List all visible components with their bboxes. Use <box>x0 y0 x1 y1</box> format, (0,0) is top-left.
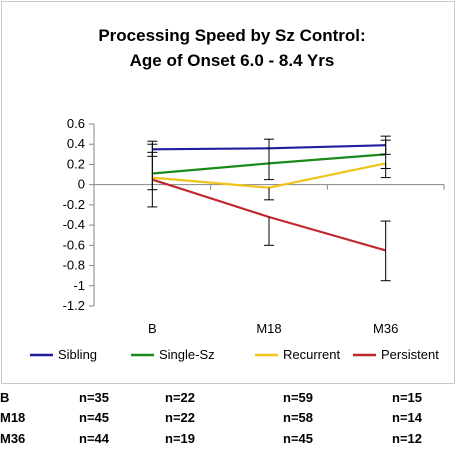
x-tick-label: M18 <box>256 321 281 336</box>
sample-size-cell: n=14 <box>392 410 422 425</box>
sample-size-cell: n=44 <box>79 431 109 446</box>
y-tick-label: 0.4 <box>67 136 85 151</box>
legend-label-persistent: Persistent <box>381 347 439 362</box>
x-tick-label: B <box>148 321 157 336</box>
y-tick-label: 0.6 <box>67 116 85 131</box>
row-label: B <box>0 390 10 405</box>
table-row: M36 n=44 n=19 n=45 n=12 <box>0 431 457 451</box>
chart-title-line-1: Processing Speed by Sz Control: <box>98 26 365 45</box>
y-tick-label: 0.2 <box>67 156 85 171</box>
sample-size-cell: n=22 <box>165 410 195 425</box>
sample-size-cell: n=15 <box>392 390 422 405</box>
x-tick-label: M36 <box>373 321 398 336</box>
legend-label-recurrent: Recurrent <box>283 347 340 362</box>
sample-size-cell: n=45 <box>79 410 109 425</box>
row-label: M18 <box>0 410 26 425</box>
legend-label-single-sz: Single-Sz <box>159 347 215 362</box>
chart-title-line-2: Age of Onset 6.0 - 8.4 Yrs <box>130 51 335 70</box>
sample-size-cell: n=19 <box>165 431 195 446</box>
y-tick-label: -0.6 <box>63 237 85 252</box>
chart-frame <box>1 1 455 384</box>
sample-size-cell: n=58 <box>283 410 313 425</box>
legend-label-sibling: Sibling <box>58 347 97 362</box>
y-tick-label: -0.2 <box>63 197 85 212</box>
y-tick-label: -1.2 <box>63 298 85 313</box>
plot-area: 0.6 0.4 0.2 0 -0.2 -0.4 -0.6 -0.8 -1 -1.2 B M18 M36 <box>63 116 445 336</box>
sample-size-cell: n=59 <box>283 390 313 405</box>
legend: Sibling Single-Sz Recurrent Persistent <box>30 347 439 362</box>
sample-size-cell: n=45 <box>283 431 313 446</box>
sample-size-cell: n=12 <box>392 431 422 446</box>
table-row: M18 n=45 n=22 n=58 n=14 <box>0 410 457 430</box>
y-tick-label: 0 <box>78 177 85 192</box>
chart: Processing Speed by Sz Control: Age of O… <box>30 26 445 362</box>
sample-size-cell: n=22 <box>165 390 195 405</box>
series-line-persistent <box>151 178 387 252</box>
sample-size-cell: n=35 <box>79 390 109 405</box>
y-tick-label: -0.4 <box>63 217 85 232</box>
y-tick-label: -1 <box>73 278 85 293</box>
row-label: M36 <box>0 431 26 446</box>
y-tick-label: -0.8 <box>63 258 85 273</box>
